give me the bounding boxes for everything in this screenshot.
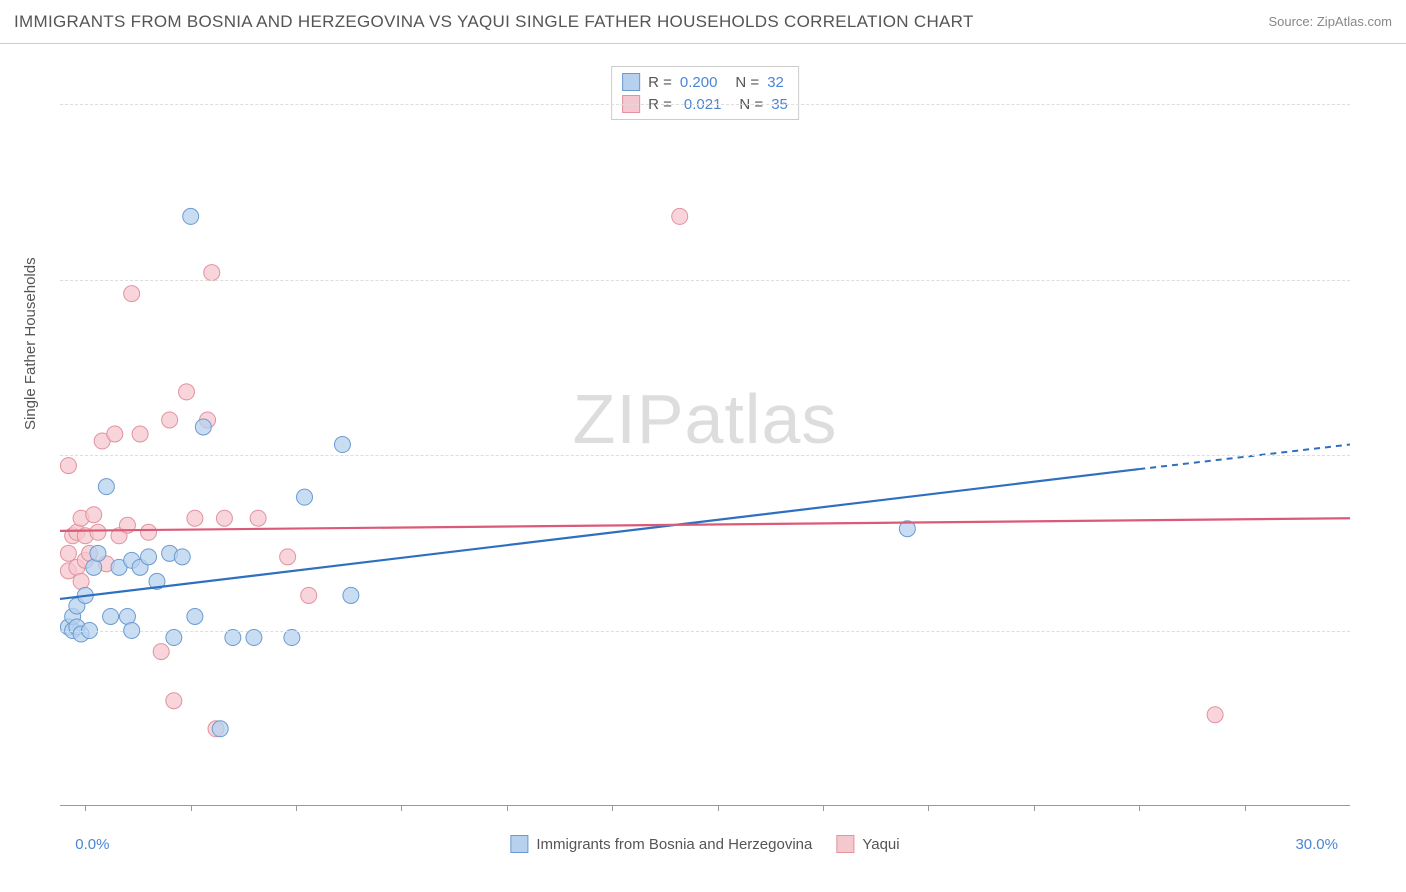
title-bar: IMMIGRANTS FROM BOSNIA AND HERZEGOVINA V… — [0, 0, 1406, 44]
legend-r-val: 0.200 — [680, 74, 718, 91]
legend-swatch-yaqui — [836, 835, 854, 853]
x-tick — [1139, 805, 1140, 811]
x-tick — [928, 805, 929, 811]
legend-item-yaqui: Yaqui — [836, 835, 899, 853]
legend-series: Immigrants from Bosnia and Herzegovina Y… — [510, 835, 899, 853]
source-label: Source: ZipAtlas.com — [1268, 14, 1392, 29]
legend-label: Yaqui — [862, 836, 899, 853]
gridline — [60, 455, 1350, 456]
x-tick — [507, 805, 508, 811]
legend-row: R = 0.200 N = 32 — [622, 71, 788, 93]
legend-stats: R = 0.200 N = 32 R = 0.021 N = 35 — [611, 66, 799, 120]
x-tick — [823, 805, 824, 811]
x-tick — [1034, 805, 1035, 811]
gridline — [60, 280, 1350, 281]
legend-label: Immigrants from Bosnia and Herzegovina — [536, 836, 812, 853]
legend-n-label: N = — [735, 74, 759, 91]
legend-swatch-bosnia — [510, 835, 528, 853]
legend-swatch-bosnia — [622, 73, 640, 91]
x-max-label: 30.0% — [1295, 836, 1338, 853]
legend-n-val: 32 — [767, 74, 784, 91]
legend-item-bosnia: Immigrants from Bosnia and Herzegovina — [510, 835, 812, 853]
x-tick — [612, 805, 613, 811]
x-tick — [191, 805, 192, 811]
x-tick — [401, 805, 402, 811]
y-axis-label: Single Father Households — [22, 257, 39, 430]
scatter-svg — [60, 62, 1350, 806]
x-tick — [85, 805, 86, 811]
plot-area: ZIPatlas R = 0.200 N = 32 R = 0.021 N = … — [60, 62, 1350, 806]
correlation-chart: IMMIGRANTS FROM BOSNIA AND HERZEGOVINA V… — [0, 0, 1406, 892]
x-tick — [718, 805, 719, 811]
gridline — [60, 104, 1350, 105]
x-tick — [296, 805, 297, 811]
x-min-label: 0.0% — [75, 836, 109, 853]
gridline — [60, 631, 1350, 632]
legend-r-label: R = — [648, 74, 672, 91]
x-tick — [1245, 805, 1246, 811]
chart-title: IMMIGRANTS FROM BOSNIA AND HERZEGOVINA V… — [14, 12, 974, 32]
